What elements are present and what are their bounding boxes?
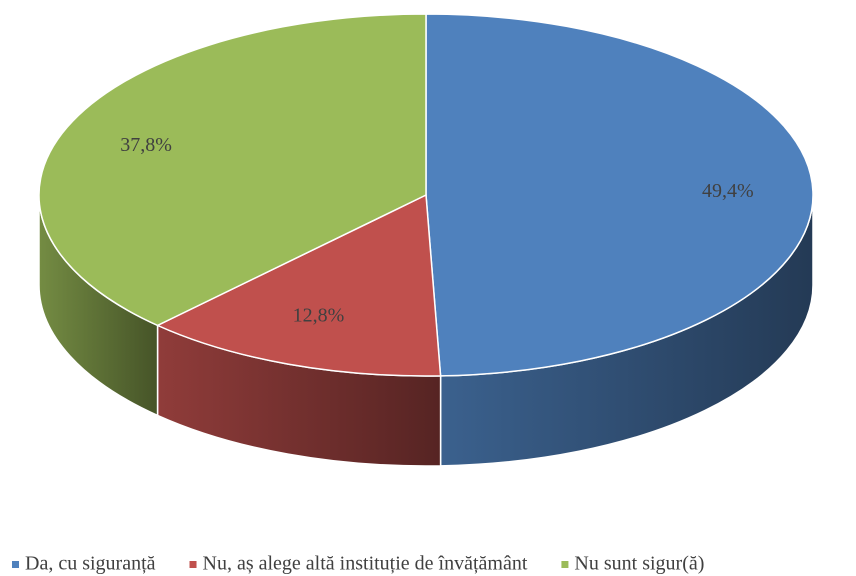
data-label: 37,8% (120, 134, 172, 156)
data-label: 49,4% (702, 180, 754, 202)
legend-label: Nu sunt sigur(ă) (574, 553, 704, 575)
pie-slice (38, 13, 427, 327)
pie-slice (425, 13, 814, 377)
pie-slice (155, 193, 442, 377)
legend-marker (12, 561, 19, 568)
legend-label: Da, cu siguranță (25, 553, 156, 575)
data-label: 12,8% (293, 304, 345, 326)
legend-label: Nu, aș alege altă instituție de învățămâ… (203, 553, 528, 575)
legend-marker (189, 561, 197, 568)
legend-marker (561, 561, 569, 568)
